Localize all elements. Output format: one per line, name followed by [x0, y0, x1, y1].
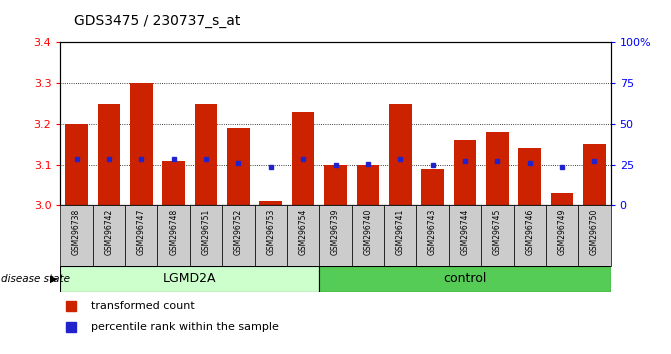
- Text: GSM296741: GSM296741: [396, 208, 405, 255]
- Text: GSM296742: GSM296742: [105, 208, 113, 255]
- Bar: [389, 103, 411, 205]
- Text: GSM296746: GSM296746: [525, 208, 534, 255]
- Bar: [158, 205, 190, 266]
- Bar: [356, 165, 379, 205]
- Text: GSM296754: GSM296754: [299, 208, 307, 255]
- Text: GSM296750: GSM296750: [590, 208, 599, 255]
- Text: ▶: ▶: [50, 274, 57, 284]
- Text: GSM296749: GSM296749: [558, 208, 566, 255]
- Text: GSM296744: GSM296744: [460, 208, 470, 255]
- Bar: [60, 266, 319, 292]
- Text: GSM296751: GSM296751: [201, 208, 211, 255]
- Bar: [260, 201, 282, 205]
- Bar: [486, 132, 509, 205]
- Bar: [162, 161, 185, 205]
- Bar: [519, 148, 541, 205]
- Text: GDS3475 / 230737_s_at: GDS3475 / 230737_s_at: [74, 14, 240, 28]
- Bar: [551, 193, 574, 205]
- Text: percentile rank within the sample: percentile rank within the sample: [91, 322, 278, 332]
- Text: GSM296745: GSM296745: [493, 208, 502, 255]
- Bar: [481, 205, 513, 266]
- Text: LGMD2A: LGMD2A: [163, 272, 217, 285]
- Bar: [190, 205, 222, 266]
- Bar: [60, 205, 93, 266]
- Text: GSM296738: GSM296738: [72, 208, 81, 255]
- Bar: [222, 205, 254, 266]
- Bar: [421, 169, 444, 205]
- Text: control: control: [444, 272, 486, 285]
- Bar: [578, 205, 611, 266]
- Bar: [449, 205, 481, 266]
- Bar: [195, 103, 217, 205]
- Text: GSM296739: GSM296739: [331, 208, 340, 255]
- Text: GSM296740: GSM296740: [364, 208, 372, 255]
- Bar: [546, 205, 578, 266]
- Bar: [384, 205, 417, 266]
- Bar: [417, 205, 449, 266]
- Bar: [97, 103, 120, 205]
- Bar: [513, 205, 546, 266]
- Bar: [93, 205, 125, 266]
- Bar: [292, 112, 315, 205]
- Bar: [583, 144, 606, 205]
- Text: disease state: disease state: [1, 274, 70, 284]
- Text: GSM296747: GSM296747: [137, 208, 146, 255]
- Bar: [130, 83, 152, 205]
- Bar: [227, 128, 250, 205]
- Text: GSM296743: GSM296743: [428, 208, 437, 255]
- Text: transformed count: transformed count: [91, 301, 195, 311]
- Bar: [287, 205, 319, 266]
- Bar: [324, 165, 347, 205]
- Bar: [454, 140, 476, 205]
- Bar: [125, 205, 158, 266]
- Bar: [319, 266, 611, 292]
- Bar: [65, 124, 88, 205]
- Bar: [319, 205, 352, 266]
- Text: GSM296752: GSM296752: [234, 208, 243, 255]
- Text: GSM296748: GSM296748: [169, 208, 178, 255]
- Bar: [352, 205, 384, 266]
- Text: GSM296753: GSM296753: [266, 208, 275, 255]
- Bar: [254, 205, 287, 266]
